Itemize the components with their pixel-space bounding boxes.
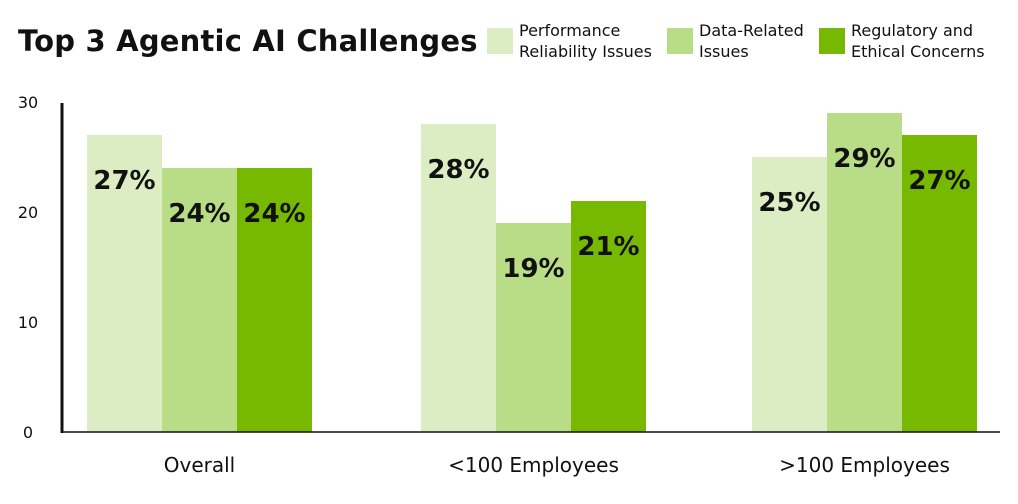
bar [827,113,902,432]
bar [421,124,496,432]
data-label: 21% [577,232,639,262]
bar [496,223,571,432]
legend-swatch [487,28,513,54]
legend-swatch [667,28,693,54]
legend-item-regulatory: Regulatory and Ethical Concerns [819,20,1001,62]
data-label: 25% [758,188,820,218]
y-tick-label: 30 [18,93,38,112]
bar [87,135,162,432]
chart-title: Top 3 Agentic AI Challenges [18,24,478,58]
legend-label: Regulatory and Ethical Concerns [851,21,985,61]
bar [752,157,827,432]
legend-swatch [819,28,845,54]
x-tick-label: Overall [164,453,235,477]
data-label: 24% [168,199,230,229]
bar [902,135,977,432]
x-tick-label: <100 Employees [448,453,619,477]
data-label: 28% [427,155,489,185]
bar [237,168,312,432]
legend-label: Data-Related Issues [699,21,804,61]
y-tick-label: 20 [18,203,38,222]
y-tick-label: 10 [18,313,38,332]
y-tick-label: 0 [23,423,33,442]
bar [571,201,646,432]
data-label: 29% [833,144,895,174]
data-label: 19% [502,254,564,284]
data-label: 27% [908,166,970,196]
legend-item-data: Data-Related Issues [667,20,819,62]
x-tick-label: >100 Employees [779,453,950,477]
data-label: 27% [93,166,155,196]
legend-item-performance: Performance Reliability Issues [487,20,669,62]
bar [162,168,237,432]
data-label: 24% [243,199,305,229]
legend-label: Performance Reliability Issues [519,21,652,61]
